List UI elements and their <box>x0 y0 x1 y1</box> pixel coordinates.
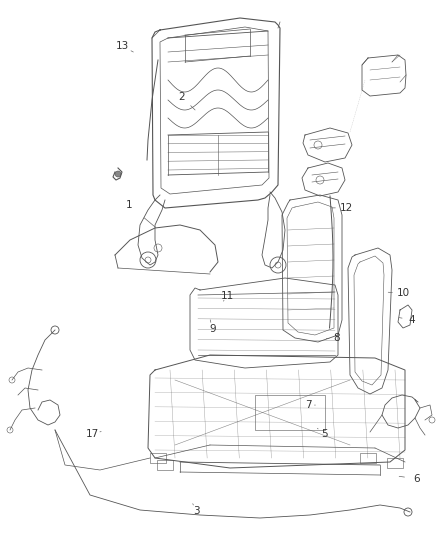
Bar <box>157 460 173 470</box>
Text: 3: 3 <box>193 506 200 515</box>
Text: 10: 10 <box>396 288 410 298</box>
Text: 9: 9 <box>209 325 216 334</box>
Bar <box>255 395 325 430</box>
Text: 7: 7 <box>305 400 312 410</box>
Text: 5: 5 <box>321 430 328 439</box>
Text: 8: 8 <box>333 334 340 343</box>
Bar <box>150 453 166 463</box>
Bar <box>387 458 403 468</box>
Text: 1: 1 <box>126 200 133 210</box>
Text: 11: 11 <box>221 291 234 301</box>
Text: 4: 4 <box>408 315 415 325</box>
Text: 2: 2 <box>178 92 185 102</box>
Text: 17: 17 <box>85 430 99 439</box>
Text: 6: 6 <box>413 474 420 483</box>
Circle shape <box>115 171 121 177</box>
Bar <box>360 453 376 463</box>
Text: 13: 13 <box>116 42 129 51</box>
Text: 12: 12 <box>339 203 353 213</box>
